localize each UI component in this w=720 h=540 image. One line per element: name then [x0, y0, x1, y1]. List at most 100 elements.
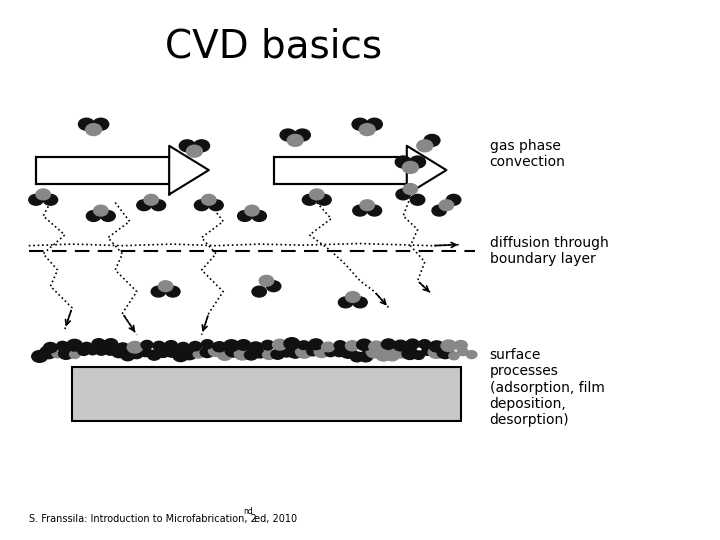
Circle shape: [351, 352, 364, 362]
Circle shape: [467, 350, 477, 359]
Polygon shape: [169, 146, 209, 194]
Circle shape: [310, 189, 324, 200]
Circle shape: [367, 205, 382, 216]
Circle shape: [101, 211, 115, 221]
Circle shape: [96, 346, 107, 355]
Circle shape: [186, 145, 202, 157]
Circle shape: [166, 286, 180, 297]
Circle shape: [298, 341, 310, 349]
Circle shape: [148, 350, 161, 360]
Circle shape: [87, 347, 98, 355]
Circle shape: [418, 340, 431, 349]
Circle shape: [346, 292, 360, 302]
Circle shape: [104, 347, 116, 355]
Circle shape: [284, 338, 300, 349]
Circle shape: [437, 347, 453, 359]
Circle shape: [428, 346, 444, 359]
Circle shape: [334, 341, 346, 350]
Circle shape: [29, 194, 43, 205]
Circle shape: [263, 350, 275, 360]
Circle shape: [202, 340, 213, 349]
Circle shape: [245, 205, 259, 216]
Circle shape: [280, 129, 296, 141]
Circle shape: [43, 194, 58, 205]
Circle shape: [40, 346, 57, 359]
Circle shape: [273, 339, 287, 350]
Circle shape: [259, 275, 274, 286]
Circle shape: [32, 350, 48, 362]
Circle shape: [158, 281, 173, 292]
Circle shape: [333, 347, 346, 356]
Circle shape: [402, 161, 418, 173]
Circle shape: [151, 200, 166, 211]
Circle shape: [189, 341, 202, 351]
Circle shape: [86, 124, 102, 136]
Circle shape: [70, 350, 80, 359]
Text: surface
processes
(adsorption, film
deposition,
desorption): surface processes (adsorption, film depo…: [490, 348, 605, 427]
Circle shape: [393, 340, 408, 351]
Circle shape: [271, 349, 284, 359]
Text: CVD basics: CVD basics: [165, 27, 382, 65]
Circle shape: [325, 349, 336, 356]
Circle shape: [121, 350, 135, 361]
Circle shape: [403, 184, 418, 194]
Circle shape: [92, 339, 105, 349]
Circle shape: [94, 205, 108, 216]
Circle shape: [458, 348, 468, 356]
Circle shape: [43, 342, 58, 353]
Circle shape: [338, 297, 353, 308]
Circle shape: [356, 339, 372, 350]
Circle shape: [86, 211, 101, 221]
Circle shape: [173, 350, 189, 362]
Circle shape: [417, 140, 433, 152]
Circle shape: [236, 340, 251, 350]
Circle shape: [385, 350, 400, 361]
Circle shape: [309, 339, 323, 349]
Circle shape: [194, 200, 209, 211]
Circle shape: [369, 341, 384, 352]
Circle shape: [396, 189, 410, 200]
Circle shape: [353, 205, 367, 216]
Circle shape: [36, 189, 50, 200]
Text: nd: nd: [243, 507, 253, 516]
Circle shape: [127, 341, 143, 353]
Circle shape: [406, 339, 419, 349]
Circle shape: [165, 341, 178, 350]
Circle shape: [449, 352, 459, 360]
Circle shape: [141, 340, 153, 349]
Circle shape: [78, 347, 89, 355]
Circle shape: [352, 118, 368, 130]
Circle shape: [202, 194, 216, 205]
Circle shape: [151, 286, 166, 297]
Text: gas phase
convection: gas phase convection: [490, 139, 565, 169]
Circle shape: [366, 345, 383, 358]
Circle shape: [139, 347, 152, 356]
Circle shape: [359, 352, 373, 362]
Circle shape: [144, 194, 158, 205]
Circle shape: [225, 345, 242, 357]
Circle shape: [366, 118, 382, 130]
Text: S. Franssila: Introduction to Microfabrication, 2: S. Franssila: Introduction to Microfabri…: [29, 514, 256, 524]
Circle shape: [179, 140, 195, 152]
Circle shape: [58, 348, 73, 359]
Circle shape: [353, 297, 367, 308]
Circle shape: [117, 343, 129, 353]
Circle shape: [208, 345, 223, 356]
Polygon shape: [407, 146, 446, 194]
Circle shape: [217, 349, 232, 360]
Circle shape: [194, 140, 210, 152]
Circle shape: [224, 340, 239, 352]
Bar: [36, 157, 169, 184]
Circle shape: [441, 340, 456, 352]
Circle shape: [200, 347, 214, 357]
Circle shape: [402, 348, 418, 360]
Circle shape: [112, 347, 127, 357]
Circle shape: [81, 342, 92, 351]
Circle shape: [254, 349, 266, 358]
Circle shape: [410, 194, 425, 205]
Circle shape: [104, 339, 118, 349]
Circle shape: [410, 156, 426, 168]
Circle shape: [182, 349, 197, 360]
Circle shape: [322, 342, 335, 352]
Circle shape: [137, 200, 151, 211]
